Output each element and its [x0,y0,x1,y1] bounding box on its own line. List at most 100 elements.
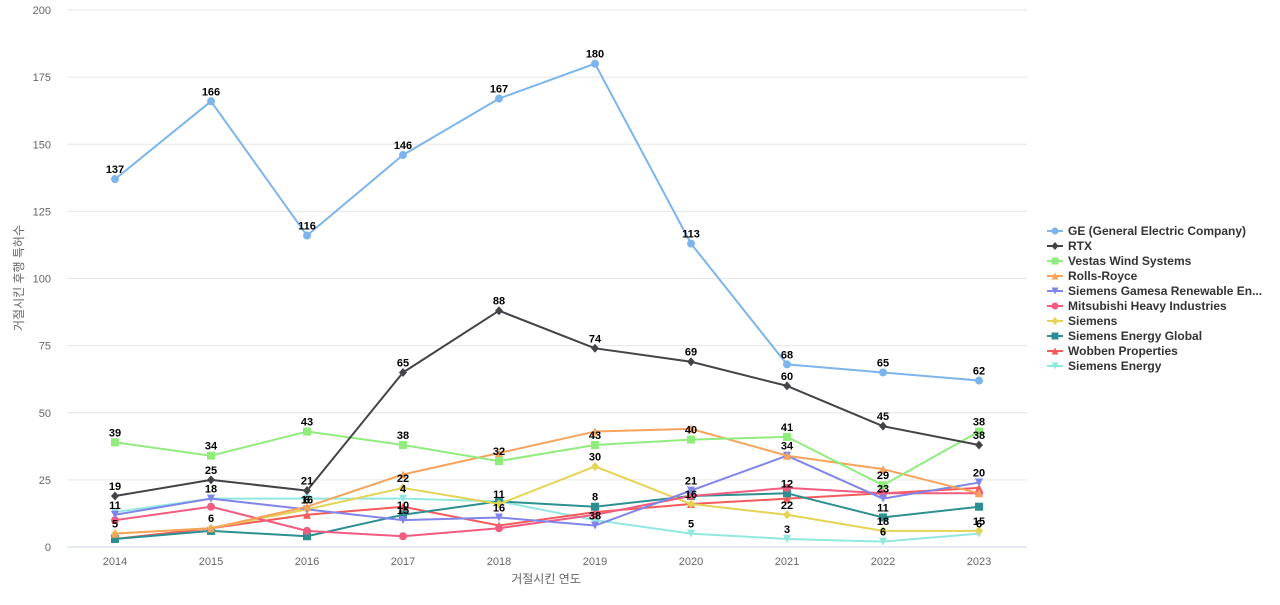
data-label: 16 [493,502,505,514]
data-point [591,427,599,436]
data-point [591,521,599,530]
data-label: 21 [301,476,313,488]
series-7 [111,489,983,543]
data-point [879,494,887,503]
data-label: 43 [589,430,601,442]
x-tick-label: 2019 [583,556,607,568]
data-label: 6 [304,494,310,506]
series-1 [111,306,983,501]
data-point [399,483,407,493]
data-label: 166 [202,86,220,98]
legend-symbol [1051,362,1059,370]
data-label: 60 [781,371,793,383]
data-point [591,59,599,68]
legend-label: Siemens [1068,314,1118,328]
data-point [879,481,887,490]
data-label: 4 [400,484,407,496]
data-point [495,524,503,533]
data-point [783,494,791,503]
data-point [975,376,983,385]
data-point [591,510,599,519]
y-tick-label: 175 [33,72,51,84]
y-tick-label: 50 [39,408,51,420]
data-label: 116 [298,221,316,233]
legend-item[interactable]: Siemens [1047,314,1118,328]
series-line [114,427,980,535]
legend-item[interactable]: Vestas Wind Systems [1047,254,1192,268]
data-labels: 1371661161461671801136865621925216588746… [106,49,985,539]
legend-item[interactable]: RTX [1047,239,1092,253]
data-point [111,516,119,525]
data-label: 62 [973,366,985,378]
data-label: 20 [973,468,985,480]
legend-item[interactable]: Rolls-Royce [1047,269,1138,283]
data-point [879,465,887,474]
data-point [687,435,695,444]
legend-label: Siemens Gamesa Renewable En... [1068,284,1262,298]
data-point [879,526,887,536]
data-point [687,499,695,509]
legend-item[interactable]: Siemens Energy Global [1047,329,1202,343]
legend-item[interactable]: Mitsubishi Heavy Industries [1047,299,1227,313]
data-point [207,524,215,533]
y-tick-label: 75 [39,341,51,353]
data-label: 69 [685,347,697,359]
data-label: 25 [205,465,217,477]
data-label: 74 [589,333,602,345]
legend-item[interactable]: GE (General Electric Company) [1047,224,1246,238]
legend-item[interactable]: Siemens Gamesa Renewable En... [1047,284,1262,298]
x-tick-label: 2021 [775,556,799,568]
series-6 [111,461,983,539]
y-tick-label: 150 [33,139,51,151]
data-point [591,502,599,511]
data-label: 15 [397,505,409,517]
data-point [399,367,407,377]
data-point [591,440,599,449]
legend-symbol [1051,302,1059,310]
data-point [783,489,791,498]
series-line [114,454,980,527]
legend-symbol [1051,347,1059,355]
data-point [111,438,119,447]
data-point [399,510,407,519]
data-label: 41 [781,422,793,434]
data-point [399,470,407,479]
data-label: 6 [208,513,214,525]
series-line [114,62,980,382]
data-label: 38 [397,430,409,442]
data-point [399,516,407,525]
x-tick-label: 2020 [679,556,703,568]
data-point [687,491,695,500]
y-tick-label: 200 [33,5,51,17]
data-label: 12 [781,478,793,490]
data-point [687,486,695,495]
data-point [975,440,983,450]
data-point [687,424,695,433]
data-label: 6 [976,519,982,531]
x-tick-label: 2022 [871,556,895,568]
data-point [495,94,503,103]
data-point [207,475,215,485]
data-label: 39 [109,427,121,439]
data-label: 6 [880,527,886,539]
legend-item[interactable]: Wobben Properties [1047,344,1178,358]
data-point [303,231,311,240]
legend-item[interactable]: Siemens Energy [1047,359,1162,373]
series-2 [111,427,983,490]
data-label: 167 [490,84,508,96]
x-axis-title: 거절시킨 연도 [511,572,581,586]
data-point [303,502,311,511]
legend-label: RTX [1068,239,1092,253]
data-point [783,381,791,391]
data-point [207,97,215,106]
legend-symbol [1051,272,1059,280]
data-label: 65 [877,357,889,369]
data-point [303,486,311,496]
legend-label: Siemens Energy [1068,359,1162,373]
y-axis-title: 거절시킨 후행 특허수 [11,225,26,331]
data-point [399,502,407,511]
